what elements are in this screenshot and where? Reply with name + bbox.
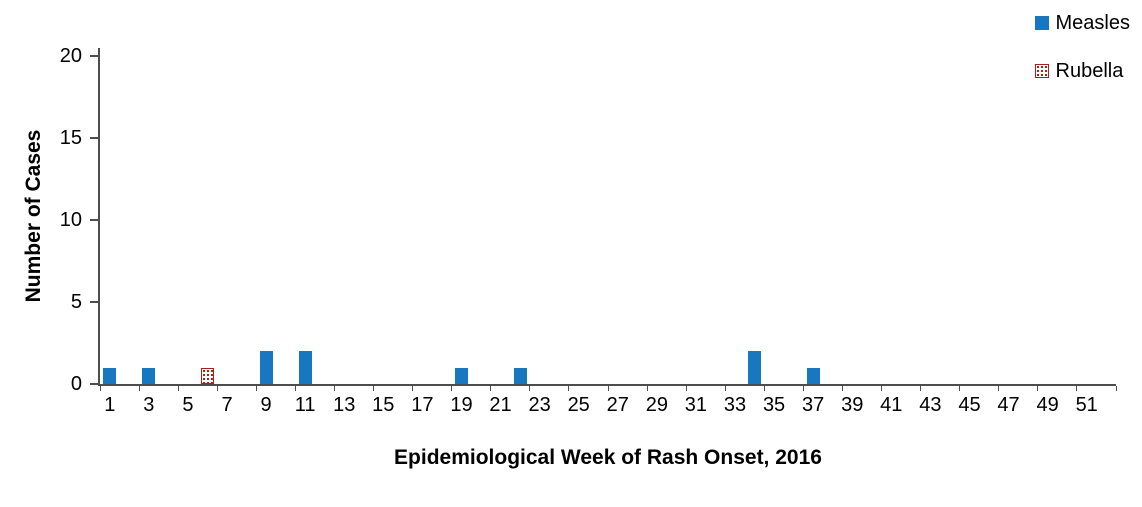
x-tick-label: 29: [645, 394, 668, 416]
y-tick-label: 0: [70, 373, 82, 395]
x-tick-mark: [490, 386, 492, 391]
x-tick-label: 37: [802, 394, 825, 416]
x-tick-mark: [763, 386, 765, 391]
x-tick-mark: [412, 386, 414, 391]
x-tick-mark: [177, 386, 179, 391]
legend-label-measles: Measles: [1055, 12, 1130, 34]
legend: Measles Rubella: [1034, 12, 1130, 82]
x-tick-label: 11: [294, 394, 316, 416]
x-tick-label: 43: [919, 394, 942, 416]
bar-measles-week-3: [142, 367, 156, 384]
x-tick-mark: [294, 386, 296, 391]
y-tick-mark: [90, 137, 98, 139]
x-tick-label: 13: [333, 394, 356, 416]
x-tick-mark: [802, 386, 804, 391]
x-axis-line: [98, 384, 1116, 386]
x-tick-label: 45: [958, 394, 981, 416]
bar-measles-week-22: [513, 367, 527, 384]
x-tick-mark: [255, 386, 257, 391]
x-tick-mark: [451, 386, 453, 391]
y-tick-mark: [90, 219, 98, 221]
rubella-swatch-icon: [1034, 64, 1049, 78]
x-tick-mark: [841, 386, 843, 391]
bar-measles-week-11: [298, 351, 312, 384]
x-tick-label: 27: [606, 394, 629, 416]
x-tick-mark: [568, 386, 570, 391]
x-tick-mark: [646, 386, 648, 391]
legend-label-rubella: Rubella: [1055, 60, 1124, 82]
x-tick-label: 47: [997, 394, 1020, 416]
x-tick-label: 33: [723, 394, 747, 416]
x-tick-mark: [529, 386, 531, 391]
x-tick-mark: [920, 386, 922, 391]
x-tick-mark: [1037, 386, 1039, 391]
legend-item-measles: Measles: [1034, 12, 1130, 34]
x-tick-label: 25: [567, 394, 590, 416]
x-tick-mark: [99, 386, 101, 391]
x-tick-label: 15: [372, 394, 395, 416]
x-tick-mark: [685, 386, 687, 391]
x-tick-mark: [1076, 386, 1078, 391]
x-tick-mark: [373, 386, 375, 391]
x-tick-label: 31: [684, 394, 708, 416]
bar-rubella-week-6: [200, 367, 214, 384]
x-tick-mark: [724, 386, 726, 391]
x-tick-label: 21: [489, 394, 512, 416]
x-tick-mark: [998, 386, 1000, 391]
y-tick-label: 15: [59, 127, 82, 149]
x-tick-label: 39: [841, 394, 864, 416]
y-tick-label: 10: [59, 209, 82, 231]
x-tick-mark: [216, 386, 218, 391]
y-tick-label: 20: [59, 45, 82, 67]
x-axis-title: Epidemiological Week of Rash Onset, 2016: [394, 446, 822, 469]
bar-measles-week-37: [806, 367, 820, 384]
x-tick-label: 41: [880, 394, 903, 416]
x-tick-label: 35: [762, 394, 786, 416]
x-tick-mark: [607, 386, 609, 391]
x-tick-mark: [881, 386, 883, 391]
legend-item-rubella: Rubella: [1034, 60, 1124, 82]
measles-swatch-icon: [1034, 16, 1049, 30]
x-tick-label: 9: [260, 394, 272, 416]
y-tick-mark: [90, 383, 98, 385]
y-tick-mark: [90, 55, 98, 57]
x-tick-label: 3: [143, 394, 155, 416]
bar-measles-week-1: [103, 367, 117, 384]
x-tick-mark: [138, 386, 140, 391]
x-tick-mark: [1115, 386, 1117, 391]
y-tick-label: 5: [70, 291, 82, 313]
x-tick-label: 19: [450, 394, 473, 416]
x-tick-mark: [333, 386, 335, 391]
bar-measles-week-34: [748, 351, 762, 384]
x-tick-label: 23: [528, 394, 551, 416]
x-tick-label: 1: [104, 394, 116, 416]
bar-measles-week-9: [259, 351, 273, 384]
x-tick-mark: [959, 386, 961, 391]
y-tick-mark: [90, 301, 98, 303]
y-axis-line: [98, 48, 100, 384]
x-tick-label: 51: [1075, 394, 1098, 416]
bar-measles-week-19: [454, 367, 468, 384]
x-tick-label: 7: [221, 394, 233, 416]
x-tick-label: 5: [182, 394, 194, 416]
x-tick-label: 49: [1036, 394, 1059, 416]
x-tick-label: 17: [411, 394, 434, 416]
